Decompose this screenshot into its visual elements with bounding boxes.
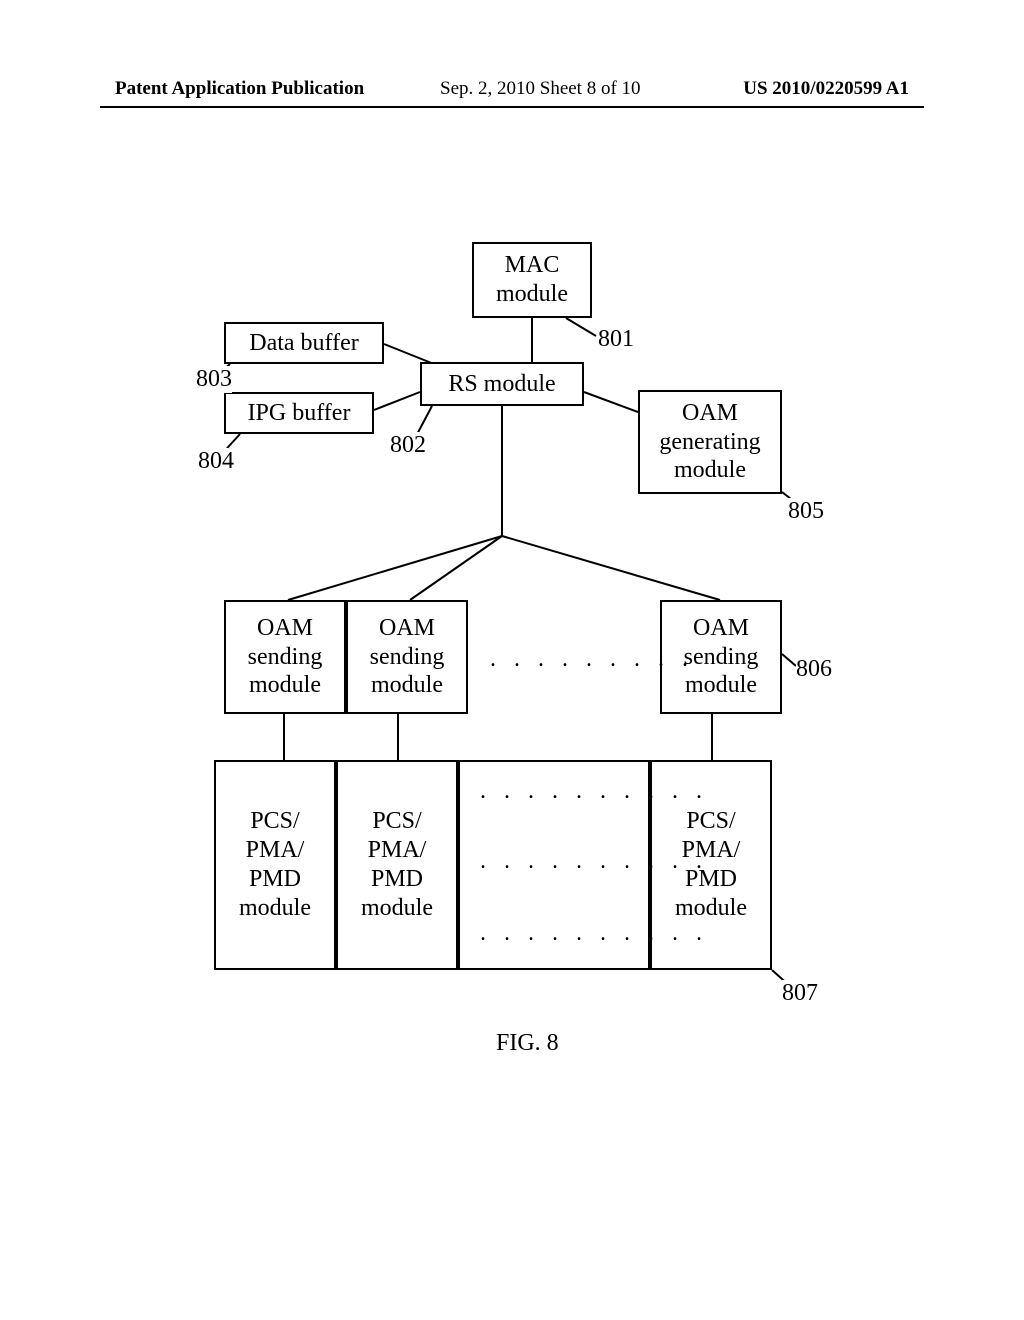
block-ipg_buf: IPG buffer [224, 392, 374, 434]
page: Patent Application Publication Sep. 2, 2… [0, 0, 1024, 1320]
block-oam_send_2: OAM sending module [346, 600, 468, 714]
ref-label-806: 806 [796, 656, 832, 683]
block-pcs_1: PCS/ PMA/ PMD module [214, 760, 336, 970]
block-oam_gen: OAM generating module [638, 390, 782, 494]
ref-label-805: 805 [788, 498, 824, 525]
ref-label-802: 802 [390, 432, 426, 459]
block-oam_send_1: OAM sending module [224, 600, 346, 714]
ellipsis-run: . . . . . . . . . . [480, 778, 708, 805]
block-pcs_2: PCS/ PMA/ PMD module [336, 760, 458, 970]
figure-caption: FIG. 8 [496, 1030, 559, 1057]
figure-8-diagram: MAC module RS module Data buffer IPG buffer… [0, 0, 1024, 1320]
ref-label-801: 801 [598, 326, 634, 353]
ref-label-803: 803 [196, 366, 232, 393]
ref-label-807: 807 [782, 980, 818, 1007]
ref-label-804: 804 [198, 448, 234, 475]
block-rs: RS module [420, 362, 584, 406]
ellipsis-run: . . . . . . . . . [490, 646, 694, 673]
block-mac: MAC module [472, 242, 592, 318]
ellipsis-run: . . . . . . . . . . [480, 920, 708, 947]
ellipsis-run: . . . . . . . . . . [480, 848, 708, 875]
block-data_buf: Data buffer [224, 322, 384, 364]
